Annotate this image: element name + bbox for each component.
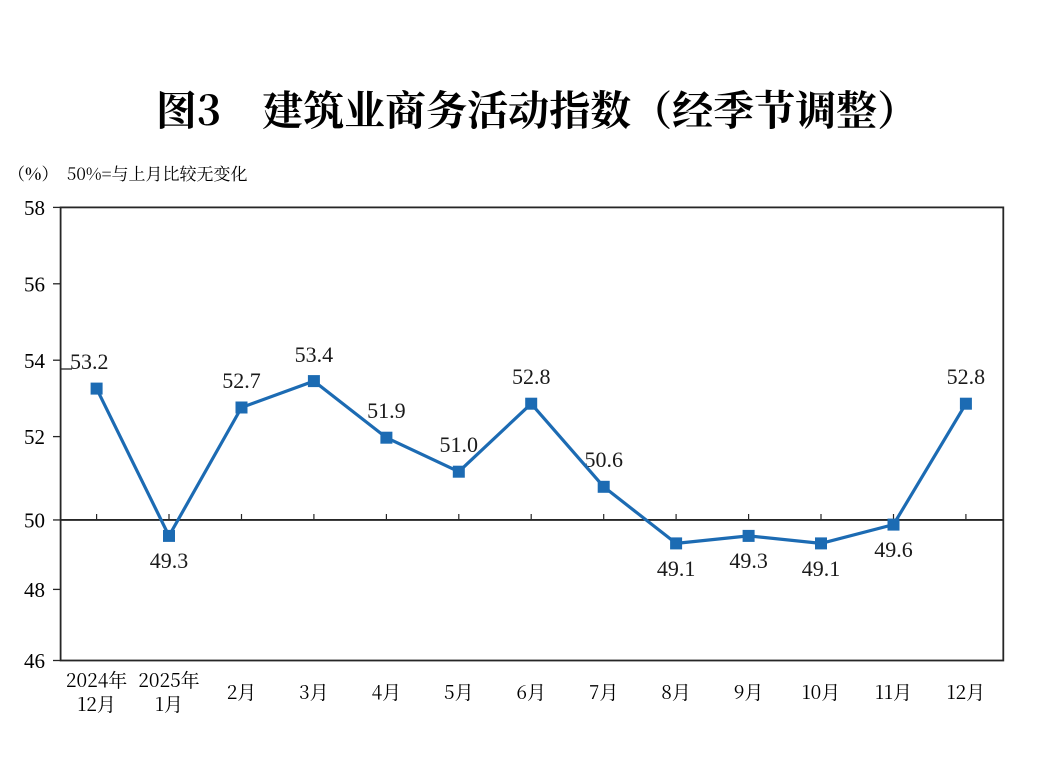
svg-text:3月: 3月 <box>299 678 329 705</box>
svg-text:53.2: 53.2 <box>70 349 109 374</box>
svg-text:1月: 1月 <box>155 690 183 717</box>
svg-text:52.7: 52.7 <box>222 368 261 393</box>
svg-text:9月: 9月 <box>734 678 764 705</box>
svg-text:12月: 12月 <box>77 690 116 717</box>
svg-text:49.6: 49.6 <box>874 537 913 562</box>
svg-text:51.9: 51.9 <box>367 398 406 423</box>
svg-text:49.3: 49.3 <box>729 548 768 573</box>
svg-text:56: 56 <box>24 273 45 297</box>
svg-text:46: 46 <box>24 649 45 673</box>
svg-text:52: 52 <box>24 425 45 449</box>
svg-text:2025年: 2025年 <box>138 666 199 693</box>
svg-text:11月: 11月 <box>875 678 912 705</box>
svg-text:4月: 4月 <box>372 678 402 705</box>
svg-text:54: 54 <box>24 349 46 373</box>
svg-text:52.8: 52.8 <box>512 364 551 389</box>
svg-text:53.4: 53.4 <box>295 342 334 367</box>
svg-text:49.1: 49.1 <box>802 556 841 581</box>
svg-text:2024年: 2024年 <box>66 666 127 693</box>
svg-text:52.8: 52.8 <box>947 364 986 389</box>
svg-text:49.1: 49.1 <box>657 556 696 581</box>
svg-text:7月: 7月 <box>589 678 618 705</box>
svg-text:58: 58 <box>24 196 45 220</box>
svg-text:6月: 6月 <box>516 678 546 705</box>
svg-text:48: 48 <box>24 578 45 602</box>
svg-text:12月: 12月 <box>947 678 986 705</box>
svg-text:5月: 5月 <box>444 678 474 705</box>
svg-text:2月: 2月 <box>227 678 257 705</box>
svg-text:8月: 8月 <box>661 678 691 705</box>
svg-text:10月: 10月 <box>802 678 841 705</box>
svg-text:49.3: 49.3 <box>150 548 189 573</box>
svg-text:50: 50 <box>24 509 45 533</box>
svg-text:51.0: 51.0 <box>440 432 479 457</box>
svg-text:50.6: 50.6 <box>584 447 623 472</box>
